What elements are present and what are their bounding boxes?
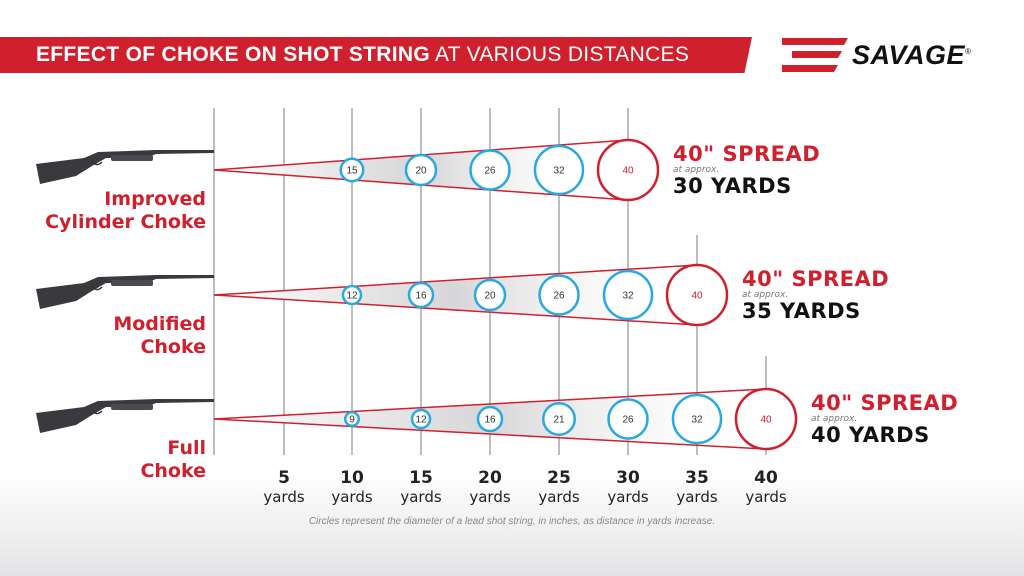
spread-circle <box>339 157 365 183</box>
spread-circle <box>602 269 654 321</box>
spread-distance: 35 YARDS <box>742 299 861 323</box>
spread-size: 40" SPREAD <box>673 142 821 166</box>
shotgun-icon <box>36 399 214 433</box>
distance-value: 10 <box>340 468 364 488</box>
spread-size: 40" SPREAD <box>811 391 959 415</box>
circle-value: 32 <box>553 166 565 177</box>
distance-unit: yards <box>263 488 305 506</box>
circle-value: 32 <box>622 291 634 302</box>
circle-value: 15 <box>346 166 358 177</box>
distance-unit: yards <box>607 488 649 506</box>
shotgun-icon <box>36 275 214 309</box>
shotgun-icon <box>36 150 214 184</box>
cone-edge <box>213 418 767 450</box>
choke-line2: Choke <box>140 460 206 482</box>
distance-value: 15 <box>409 468 433 488</box>
distance-unit: yards <box>538 488 580 506</box>
circle-value: 16 <box>484 415 496 426</box>
spread-circle <box>407 281 435 309</box>
approx-label: at approx. <box>742 290 789 300</box>
choke-line1: Modified <box>113 313 206 335</box>
choke-line2: Choke <box>140 336 206 358</box>
circle-value: 40 <box>691 291 703 302</box>
distance-unit: yards <box>331 488 373 506</box>
spread-distance: 30 YARDS <box>673 174 792 198</box>
spread-circle <box>476 405 504 433</box>
footnote: Circles represent the diameter of a lead… <box>308 516 716 527</box>
choke-label: Modified Choke <box>113 313 206 359</box>
spread-circle <box>671 393 723 445</box>
circle-value: 21 <box>553 415 565 426</box>
circle-value: 32 <box>691 415 703 426</box>
spread-callout: 40" SPREAD at approx. 30 YARDS <box>673 143 820 197</box>
choke-line1: Improved <box>104 188 206 210</box>
distance-label: 5 yards <box>254 468 314 506</box>
page-title: EFFECT OF CHOKE ON SHOT STRING AT VARIOU… <box>36 43 689 67</box>
distance-unit: yards <box>745 488 787 506</box>
distance-value: 20 <box>478 468 502 488</box>
circle-value: 20 <box>484 291 496 302</box>
distance-label: 30 yards <box>598 468 658 506</box>
cone-edge <box>213 294 698 326</box>
approx-label: at approx. <box>811 414 858 424</box>
distance-label: 40 yards <box>736 468 796 506</box>
choke-line1: Full <box>167 437 206 459</box>
title-bold: EFFECT OF CHOKE ON SHOT STRING <box>36 43 431 66</box>
spread-circle <box>734 387 798 451</box>
distance-unit: yards <box>400 488 442 506</box>
distance-label: 25 yards <box>529 468 589 506</box>
title-light: AT VARIOUS DISTANCES <box>435 43 690 66</box>
cone-edge <box>213 264 698 296</box>
savage-logo-icon <box>782 38 848 72</box>
spread-size: 40" SPREAD <box>742 267 890 291</box>
cone-edge <box>213 388 767 420</box>
distance-label: 15 yards <box>391 468 451 506</box>
distance-value: 30 <box>616 468 640 488</box>
spread-circle <box>542 402 576 436</box>
shot-cone <box>214 265 697 325</box>
spread-circle <box>596 138 660 202</box>
distance-unit: yards <box>676 488 718 506</box>
spread-circle <box>533 144 585 196</box>
distance-value: 35 <box>685 468 709 488</box>
title-banner <box>0 37 752 73</box>
distance-value: 40 <box>754 468 778 488</box>
spread-circle <box>344 411 360 427</box>
circle-value: 40 <box>622 166 634 177</box>
circle-value: 26 <box>553 291 565 302</box>
spread-circle <box>341 284 363 306</box>
approx-label: at approx. <box>673 165 720 175</box>
circle-value: 26 <box>484 166 496 177</box>
spread-callout: 40" SPREAD at approx. 35 YARDS <box>742 268 889 322</box>
circle-value: 9 <box>349 415 355 426</box>
circle-value: 40 <box>760 415 772 426</box>
circle-value: 26 <box>622 415 634 426</box>
distance-value: 25 <box>547 468 571 488</box>
spread-circle <box>665 263 729 327</box>
spread-circle <box>538 274 580 316</box>
spread-distance: 40 YARDS <box>811 423 930 447</box>
distance-label: 35 yards <box>667 468 727 506</box>
logo-text: SAVAGE® <box>852 40 972 70</box>
spread-circle <box>404 153 438 187</box>
spread-circle <box>469 149 511 191</box>
circle-value: 16 <box>415 291 427 302</box>
distance-label: 10 yards <box>322 468 382 506</box>
choke-label: Full Choke <box>140 437 206 483</box>
spread-circle <box>607 398 649 440</box>
circle-value: 12 <box>415 415 427 426</box>
circle-value: 12 <box>346 291 358 302</box>
spread-circle <box>410 408 432 430</box>
spread-callout: 40" SPREAD at approx. 40 YARDS <box>811 392 958 446</box>
distance-value: 5 <box>278 468 290 488</box>
choke-label: Improved Cylinder Choke <box>45 188 206 234</box>
circle-value: 20 <box>415 166 427 177</box>
choke-line2: Cylinder Choke <box>45 211 206 233</box>
spread-circle <box>473 278 507 312</box>
distance-label: 20 yards <box>460 468 520 506</box>
distance-unit: yards <box>469 488 511 506</box>
